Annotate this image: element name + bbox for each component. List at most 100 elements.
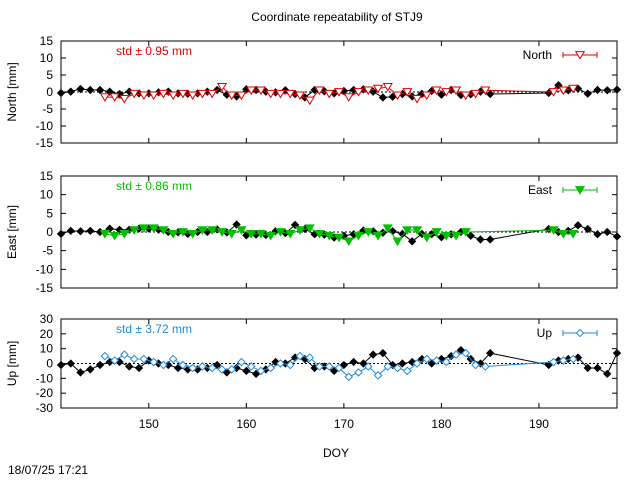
data-point [558, 86, 569, 96]
panel-east: -15 -10 -5 0 5 10 15 std ± 0.86 mm East East [mm] [5, 169, 622, 295]
data-point [198, 362, 207, 371]
data-point [407, 237, 417, 246]
data-point [86, 226, 95, 236]
y-axis-label-east: East [mm] [5, 205, 19, 259]
data-point [129, 226, 140, 235]
data-point [217, 365, 227, 374]
data-point [343, 93, 354, 102]
data-point [481, 362, 490, 371]
data-point [285, 360, 295, 370]
data-point [109, 231, 120, 241]
data-point [216, 83, 228, 92]
data-point [593, 230, 602, 239]
data-point [315, 362, 324, 371]
data-point [290, 220, 300, 230]
data-point [285, 89, 296, 99]
data-point [333, 233, 345, 243]
data-point [441, 357, 451, 367]
data-point [242, 366, 251, 376]
data-point [568, 84, 579, 94]
y-tick-label: 0 [46, 357, 53, 371]
data-point [412, 359, 422, 368]
data-point [349, 357, 358, 367]
data-point [275, 89, 286, 99]
data-point [363, 86, 374, 96]
data-point [353, 88, 364, 97]
data-point [314, 230, 325, 239]
y-tick-label: -15 [36, 136, 54, 150]
data-point [359, 359, 368, 368]
data-point [486, 348, 495, 358]
data-point [568, 230, 579, 239]
x-axis-label: DOY [323, 446, 349, 460]
data-point [411, 94, 423, 104]
data-point [255, 230, 267, 239]
data-point [480, 86, 491, 96]
data-point [304, 96, 315, 106]
plot-frame-east [60, 175, 618, 289]
series-north [99, 83, 579, 106]
data-point [344, 372, 354, 382]
data-point [558, 230, 569, 239]
x-tick-label: 170 [334, 417, 354, 431]
data-point [138, 224, 149, 234]
data-point [86, 85, 95, 95]
data-point [178, 360, 188, 370]
y-tick-label: 10 [40, 188, 54, 202]
data-point [76, 227, 85, 236]
data-point [305, 353, 315, 362]
y-tick-label: -20 [36, 386, 54, 400]
y-tick-label: 15 [40, 34, 54, 48]
data-point [573, 221, 583, 230]
data-point [226, 230, 237, 239]
data-point [324, 231, 335, 241]
data-point [295, 351, 305, 361]
data-point [237, 357, 246, 367]
y-tick-label: 10 [40, 342, 54, 356]
data-point [432, 356, 441, 365]
y-tick-label: -10 [36, 371, 54, 385]
data-point [398, 359, 407, 368]
data-point [372, 84, 384, 94]
x-tick-label: 160 [236, 417, 256, 431]
data-point [129, 354, 139, 364]
data-point [66, 359, 75, 368]
data-point [119, 94, 130, 104]
data-point [422, 354, 432, 364]
legend-marker [574, 51, 586, 60]
timestamp: 18/07/25 17:21 [8, 463, 88, 477]
data-point [450, 86, 462, 96]
data-point [158, 226, 169, 235]
data-point [246, 230, 257, 239]
series-up [100, 348, 578, 382]
y-tick-label: 20 [40, 327, 54, 341]
data-point [159, 360, 168, 370]
data-point [266, 363, 276, 373]
data-point [177, 228, 189, 237]
data-point [373, 371, 383, 380]
data-point [265, 89, 276, 99]
y-tick-label: 5 [46, 206, 53, 220]
plot-frame-north [60, 40, 618, 144]
data-point [139, 354, 149, 364]
data-point [66, 226, 75, 236]
data-point [236, 91, 247, 101]
data-point [460, 228, 471, 237]
data-point [568, 354, 578, 364]
legend-label: North [523, 48, 552, 62]
data-point [275, 228, 286, 237]
chart-title: Coordinate repeatability of STJ9 [251, 10, 423, 24]
data-point [421, 91, 432, 101]
data-point [593, 363, 602, 373]
data-point [402, 226, 413, 235]
data-point [216, 228, 228, 237]
data-point [149, 357, 158, 367]
std-label-up: std ± 3.72 mm [116, 322, 192, 336]
data-point [593, 85, 602, 95]
legend-east: East [528, 183, 598, 197]
data-point [285, 230, 296, 239]
data-point [86, 365, 95, 374]
data-point [187, 230, 198, 239]
